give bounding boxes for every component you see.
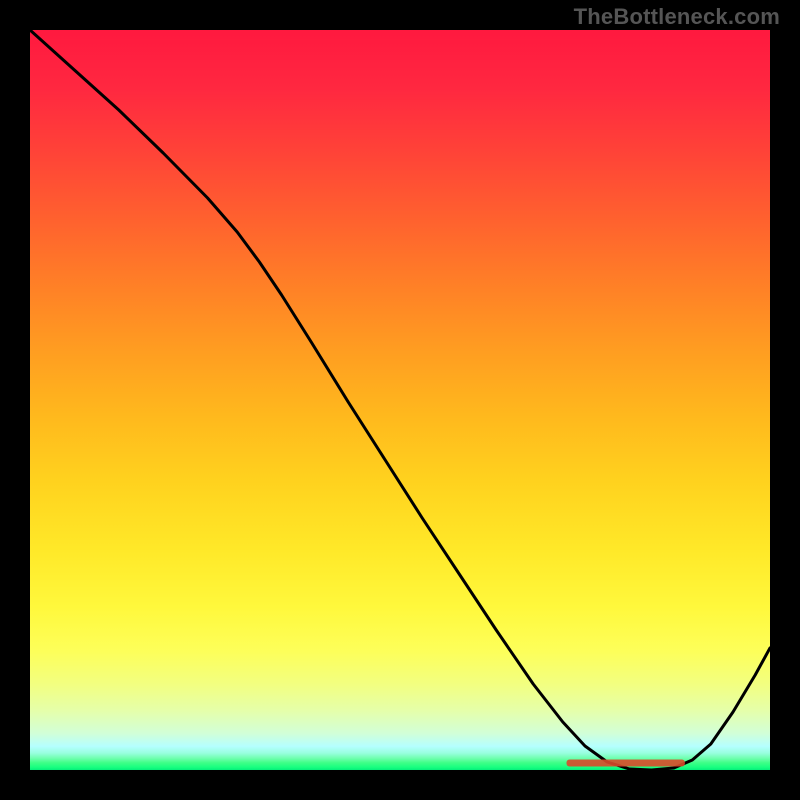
chart-container: TheBottleneck.com	[0, 0, 800, 800]
plot-area	[30, 30, 770, 770]
optimal-range-marker	[30, 30, 770, 770]
watermark-text: TheBottleneck.com	[574, 4, 780, 30]
